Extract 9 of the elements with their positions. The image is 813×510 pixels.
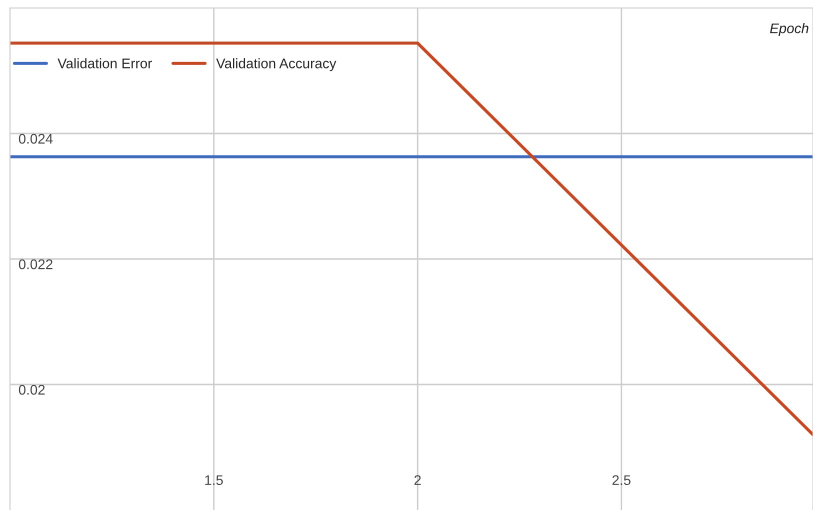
x-tick-label: 1.5 bbox=[205, 475, 223, 486]
y-tick-label: 0.02 bbox=[18, 384, 45, 395]
x-tick-label: 2 bbox=[414, 475, 421, 485]
y-tick-label: 0.022 bbox=[18, 259, 52, 270]
x-axis-title: Epoch bbox=[770, 23, 808, 36]
legend-label: Validation Accuracy bbox=[216, 58, 336, 72]
y-tick-label: 0.024 bbox=[18, 134, 53, 144]
x-tick-label: 2.5 bbox=[612, 475, 630, 486]
legend-label: Validation Error bbox=[58, 58, 152, 68]
